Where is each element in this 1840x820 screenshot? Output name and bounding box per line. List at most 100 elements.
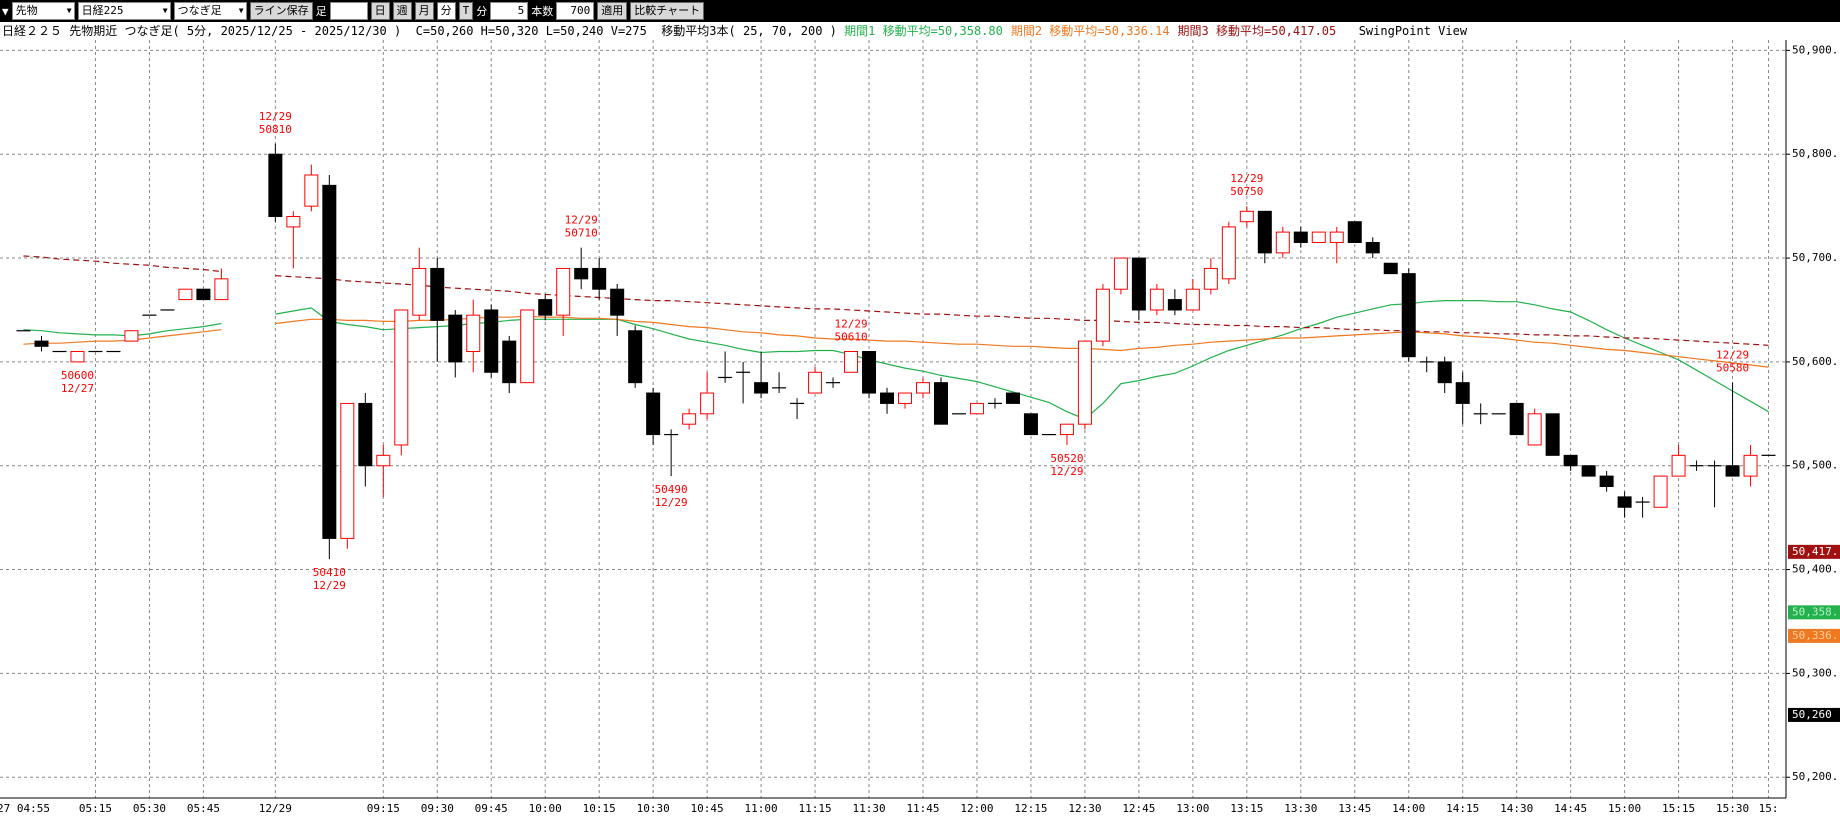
x-tick-label: 10:00 [529, 802, 562, 815]
swing-date: 12/29 [834, 318, 867, 331]
symbol-select[interactable]: 日経225 [77, 2, 171, 20]
candle-body [1437, 361, 1452, 384]
price-marker-label: 50,336. [1792, 629, 1838, 642]
bar-input[interactable] [329, 2, 368, 20]
candle-body [1149, 288, 1164, 311]
period-button[interactable]: 週 [392, 2, 412, 20]
candle-body [1239, 210, 1254, 223]
x-tick-label: 12:00 [960, 802, 993, 815]
y-tick-label: 50,200. [1792, 770, 1838, 783]
price-marker-label: 50,260 [1792, 708, 1832, 721]
menu-arrow[interactable]: ▼ [2, 4, 9, 18]
candle-body [1401, 273, 1416, 358]
x-tick-label: 10:45 [691, 802, 724, 815]
period-button[interactable]: T [458, 2, 474, 20]
swing-price: 50490 [655, 483, 688, 496]
chart-header: 日経２２５ 先物期近 つなぎ足( 5分, 2025/12/25 - 2025/1… [2, 22, 1467, 40]
candle-body [808, 371, 823, 394]
chart-title: 日経２２５ 先物期近 つなぎ足( 5分, 2025/12/25 - 2025/1… [2, 24, 402, 38]
y-tick-label: 50,600. [1792, 355, 1838, 368]
candle-body [1095, 288, 1110, 342]
candle-body [412, 267, 427, 316]
count-label: 本数 [531, 5, 554, 18]
swing-price: 50710 [565, 227, 598, 240]
x-tick-label: 05:45 [187, 802, 220, 815]
save-button[interactable]: ライン保存 [249, 2, 313, 20]
candle-body [1167, 299, 1182, 311]
candle-body [700, 392, 715, 415]
y-tick-label: 50,900. [1792, 43, 1838, 56]
candle-body [34, 340, 49, 347]
candle-body [1347, 221, 1362, 243]
ohlcv: C=50,260 H=50,320 L=50,240 V=275 [415, 24, 647, 38]
x-tick-label: 12:45 [1122, 802, 1155, 815]
apply-button[interactable]: 適用 [597, 2, 628, 20]
candle-body [1131, 257, 1146, 311]
y-tick-label: 50,800. [1792, 147, 1838, 160]
candle-body [754, 382, 769, 394]
candle-body [1383, 262, 1398, 275]
candle-body [898, 392, 913, 404]
candle-body [1185, 288, 1200, 311]
swing-date: 12/29 [655, 496, 688, 509]
x-tick-label: 12/29 [259, 802, 292, 815]
x-tick-label: 13:00 [1176, 802, 1209, 815]
candle-body [1545, 413, 1560, 456]
candle-body [178, 288, 193, 301]
x-tick-label: 12:15 [1014, 802, 1047, 815]
period-button[interactable]: 分 [436, 2, 456, 20]
x-tick-label: 13:45 [1338, 802, 1371, 815]
candle-body [556, 267, 571, 316]
x-tick-label: 11:30 [852, 802, 885, 815]
x-tick-label: 09:30 [421, 802, 454, 815]
candle-body [322, 184, 337, 539]
compare-button[interactable]: 比較チャート [630, 2, 705, 20]
x-tick-label: 15:30 [1716, 802, 1749, 815]
candle-body [1365, 241, 1380, 254]
x-tick-label: 11:45 [906, 802, 939, 815]
y-tick-label: 50,700. [1792, 251, 1838, 264]
count-input[interactable]: 700 [556, 2, 595, 20]
x-tick-label: 13:15 [1230, 802, 1263, 815]
swing-price: 50750 [1230, 185, 1263, 198]
candle-body [1311, 231, 1326, 243]
ma-line [23, 300, 1769, 420]
market-select[interactable]: 先物 [11, 2, 75, 20]
period-button[interactable]: 日 [370, 2, 390, 20]
candle-body [1509, 402, 1524, 436]
candle-body [448, 314, 463, 363]
candle-body [1527, 413, 1542, 446]
candle-body [1599, 475, 1614, 487]
ma-line [23, 255, 1769, 346]
price-marker [1788, 707, 1840, 722]
period-button[interactable]: 月 [414, 2, 434, 20]
x-tick-label: 14:15 [1446, 802, 1479, 815]
candle-body [1743, 454, 1758, 477]
swing-date: 12/27 [61, 382, 94, 395]
chain-select[interactable]: つなぎ足 [173, 2, 247, 20]
candle-body [124, 330, 139, 342]
candle-body [969, 402, 984, 415]
ma-line [23, 315, 1769, 368]
swing-date: 12/29 [1230, 172, 1263, 185]
x-tick-label: 11:15 [798, 802, 831, 815]
x-tick-label: 11:00 [745, 802, 778, 815]
candle-body [1563, 454, 1578, 467]
price-marker-label: 50,417. [1792, 545, 1838, 558]
candle-body [196, 288, 211, 301]
candle-body [394, 309, 409, 446]
legend-entry: 期間2 移動平均=50,336.14 [1010, 24, 1170, 38]
candle-body [304, 174, 319, 207]
x-tick-label: 10:15 [583, 802, 616, 815]
x-tick-label: 05:30 [133, 802, 166, 815]
candle-body [1113, 257, 1128, 290]
candle-body [484, 309, 499, 373]
bar-label: 足 [315, 5, 327, 18]
candle-body [1653, 475, 1668, 508]
x-tick-label: 14:45 [1554, 802, 1587, 815]
interval-input[interactable]: 5 [490, 2, 529, 20]
candle-body [376, 454, 391, 467]
candle-body [592, 267, 607, 290]
price-marker [1788, 628, 1840, 643]
